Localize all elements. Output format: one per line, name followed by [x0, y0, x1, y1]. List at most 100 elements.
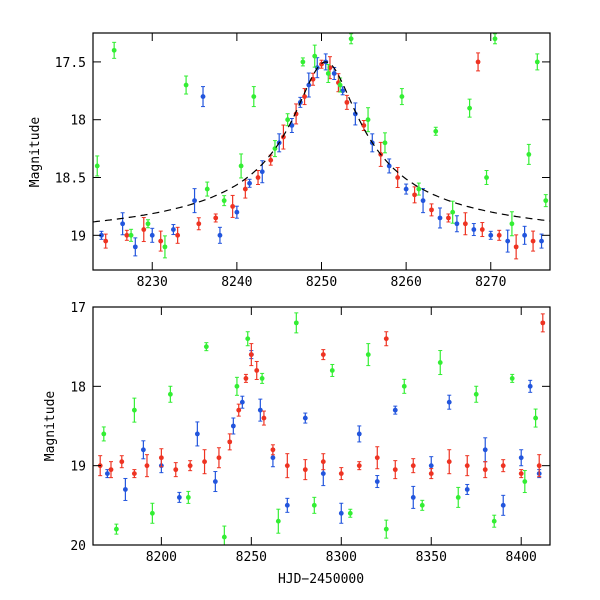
top-point-s2-22 — [450, 200, 456, 224]
top-point-s1-3 — [158, 230, 164, 252]
top-point-s1-13 — [302, 88, 307, 106]
top-point-s0-30 — [539, 233, 544, 249]
bottom-point-s2-30 — [518, 469, 524, 479]
top-point-s0-6 — [200, 86, 206, 108]
top-point-s0-5 — [192, 188, 197, 214]
bottom-point-s0-7 — [230, 417, 236, 435]
bottom-x-tick-label: 8400 — [506, 550, 537, 565]
top-point-s1-2 — [141, 217, 147, 243]
bottom-point-s2-34 — [320, 349, 326, 361]
top-point-s1-14 — [310, 72, 316, 86]
bottom-point-s2-14 — [254, 360, 260, 380]
bottom-point-s0-25 — [518, 449, 524, 467]
bottom-point-s2-9 — [216, 447, 222, 469]
bottom-y-tick-label: 18 — [70, 380, 86, 395]
bottom-data-points — [97, 312, 546, 545]
bottom-point-s2-4 — [144, 454, 150, 478]
top-point-s1-19 — [361, 119, 367, 131]
bottom-point-s2-26 — [446, 449, 452, 475]
top-point-s0-19 — [352, 102, 358, 126]
top-point-s1-11 — [281, 124, 286, 150]
top-point-s1-27 — [479, 222, 485, 238]
bottom-point-s0-1 — [122, 477, 128, 501]
top-point-s2-9 — [251, 86, 257, 108]
bottom-point-s0-4 — [176, 491, 182, 503]
bottom-point-s1-13 — [311, 496, 317, 514]
bottom-point-s2-31 — [536, 454, 542, 478]
bottom-point-s0-6 — [212, 471, 218, 493]
top-point-s2-23 — [467, 98, 473, 118]
top-point-s2-10 — [272, 140, 278, 158]
top-point-s1-28 — [496, 229, 502, 241]
top-point-s2-24 — [484, 170, 489, 186]
bottom-point-s0-21 — [446, 394, 452, 410]
top-point-s0-24 — [437, 207, 443, 229]
bottom-point-s1-10 — [259, 372, 265, 384]
bottom-point-s2-16 — [270, 444, 276, 456]
top-point-s1-9 — [255, 170, 261, 186]
bottom-point-s0-17 — [374, 475, 380, 489]
top-point-s2-3 — [145, 219, 151, 229]
bottom-point-s1-12 — [293, 312, 299, 334]
top-point-s2-19 — [399, 88, 405, 106]
bottom-point-s1-25 — [522, 470, 528, 494]
bottom-point-s2-33 — [383, 331, 389, 347]
top-point-s0-7 — [217, 226, 223, 244]
bottom-point-s2-23 — [392, 460, 398, 480]
top-y-tick-label: 17.5 — [55, 56, 86, 71]
bottom-point-s2-8 — [202, 449, 207, 475]
bottom-point-s1-16 — [365, 343, 371, 367]
top-point-s1-8 — [242, 179, 248, 199]
top-x-tick-label: 8250 — [306, 275, 337, 290]
bottom-point-s2-3 — [131, 469, 137, 479]
top-point-s2-7 — [221, 195, 227, 207]
top-point-s1-1 — [124, 229, 130, 241]
bottom-point-s0-23 — [482, 437, 488, 463]
bottom-point-s1-9 — [245, 331, 251, 347]
top-point-s0-23 — [420, 188, 426, 214]
bottom-point-s1-18 — [401, 378, 407, 394]
top-point-s2-18 — [382, 132, 388, 154]
top-point-s1-0 — [103, 233, 109, 249]
bottom-point-s2-15 — [261, 410, 267, 426]
bottom-point-s2-24 — [410, 458, 416, 474]
bottom-point-s0-15 — [338, 502, 344, 524]
bottom-point-s1-19 — [419, 499, 425, 511]
bottom-point-s2-29 — [500, 459, 506, 473]
top-y-axis-label: Magnitude — [28, 117, 43, 188]
bottom-point-s1-21 — [455, 486, 461, 508]
top-point-s2-5 — [183, 75, 189, 95]
top-point-s2-12 — [300, 57, 306, 67]
top-point-s2-1 — [111, 41, 117, 59]
top-point-s1-5 — [196, 217, 202, 231]
bottom-point-s0-16 — [356, 425, 362, 443]
top-point-s2-4 — [162, 235, 168, 259]
bottom-point-s1-8 — [234, 376, 240, 396]
top-point-s1-15 — [319, 59, 324, 69]
top-point-s0-26 — [471, 223, 477, 237]
bottom-point-s1-3 — [149, 502, 155, 524]
top-point-s2-16 — [348, 33, 354, 45]
top-point-s0-21 — [386, 158, 392, 174]
top-point-s2-14 — [325, 63, 331, 83]
top-point-s0-0 — [99, 230, 104, 240]
top-point-s2-11 — [285, 113, 291, 127]
bottom-point-s2-20 — [338, 467, 344, 481]
bottom-point-s0-24 — [500, 494, 506, 516]
bottom-point-s2-11 — [236, 403, 242, 417]
top-point-s2-20 — [416, 182, 422, 196]
top-y-tick-label: 19 — [70, 229, 86, 244]
top-point-s1-23 — [429, 203, 434, 217]
bottom-y-axis-label: Magnitude — [43, 391, 58, 462]
top-point-s0-29 — [522, 225, 528, 245]
bottom-point-s2-2 — [119, 455, 125, 469]
top-point-s2-25 — [492, 33, 498, 45]
top-point-s2-8 — [238, 153, 244, 179]
top-point-s2-27 — [526, 143, 532, 165]
top-point-s0-22 — [403, 183, 409, 195]
bottom-point-s0-13 — [302, 412, 308, 424]
bottom-point-s1-5 — [185, 490, 191, 504]
bottom-point-s2-7 — [187, 460, 193, 472]
bottom-point-s0-8 — [239, 395, 245, 409]
